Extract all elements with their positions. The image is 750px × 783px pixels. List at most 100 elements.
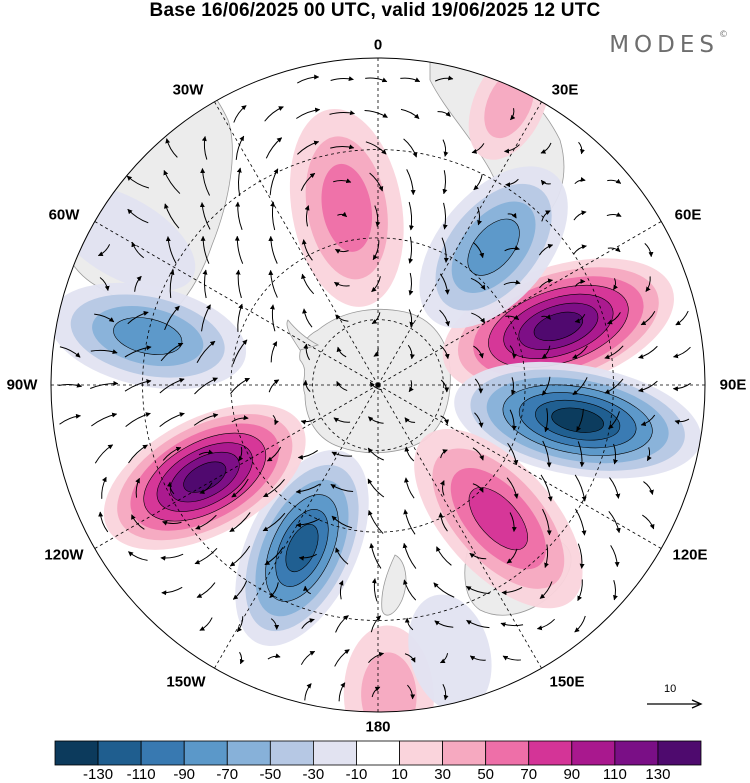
wind-arrow <box>335 314 349 322</box>
colorbar-swatch <box>356 740 400 766</box>
wind-arrow <box>439 309 451 327</box>
wind-arrow <box>404 653 416 663</box>
wind-arrow <box>644 243 654 258</box>
wind-arrow <box>97 244 111 257</box>
wind-arrow <box>507 442 519 466</box>
wind-arrow <box>403 477 415 499</box>
wind-arrow <box>541 376 551 396</box>
colorbar-swatch <box>226 740 271 766</box>
wind-arrow <box>330 144 355 150</box>
lon-label-90e: 90E <box>719 376 747 394</box>
wind-arrow <box>505 314 520 321</box>
wind-arrow <box>127 208 149 224</box>
wind-arrow <box>199 617 213 631</box>
wind-arrow <box>438 512 448 532</box>
wind-arrow <box>374 205 381 227</box>
lon-label-180: 180 <box>365 718 391 736</box>
wind-arrow <box>91 412 118 427</box>
wind-arrow <box>98 511 109 533</box>
wind-arrow <box>162 520 182 526</box>
colorbar-swatch <box>269 740 314 766</box>
wind-arrow <box>674 418 690 425</box>
wind-arrow <box>270 201 276 231</box>
colorbar-swatch <box>571 740 616 766</box>
wind-arrow <box>544 544 549 568</box>
logo-mark: © <box>719 30 728 40</box>
colorbar-tick-label: -10 <box>345 766 368 783</box>
wind-arrow <box>471 312 486 324</box>
wind-arrow <box>233 105 247 123</box>
wind-arrow <box>400 77 421 83</box>
wind-arrow <box>159 412 185 428</box>
wind-arrow <box>506 548 518 564</box>
wind-arrow <box>124 345 152 358</box>
wind-arrow <box>540 142 552 154</box>
wind-arrow <box>577 543 585 569</box>
wind-arrow <box>329 110 355 116</box>
modes-logo: MODES© <box>609 30 728 58</box>
wind-arrow <box>334 248 349 254</box>
wind-arrow <box>638 380 658 393</box>
colorbar-tick-label: -110 <box>126 766 156 783</box>
wind-arrow <box>267 653 281 660</box>
wind-arrow <box>300 172 316 191</box>
wind-arrow <box>638 345 658 359</box>
meridian-line <box>377 384 662 549</box>
wind-arrow <box>502 655 521 661</box>
wind-vectors <box>58 74 691 702</box>
wind-arrow <box>408 201 414 231</box>
wind-arrow <box>607 178 622 184</box>
wind-arrow <box>536 618 555 631</box>
wind-arrow <box>161 586 183 596</box>
lon-label-120e: 120E <box>672 546 708 564</box>
wind-arrow <box>301 618 315 629</box>
wind-arrow <box>232 580 248 600</box>
lon-label-150w: 150W <box>166 673 206 691</box>
colorbar-tick-label: -90 <box>173 766 196 783</box>
wind-arrow <box>235 135 245 160</box>
wind-arrow <box>466 619 490 629</box>
wind-arrow <box>237 303 243 332</box>
wind-arrow <box>442 202 448 230</box>
land-mass <box>299 308 451 454</box>
wind-arrow <box>501 587 523 596</box>
wind-arrow <box>298 553 317 561</box>
wind-arrow <box>330 484 354 493</box>
wind-arrow <box>472 483 484 493</box>
lon-label-150e: 150E <box>549 673 585 691</box>
wind-arrow <box>94 313 115 323</box>
colorbar-swatch <box>614 740 659 766</box>
wind-arrow <box>166 481 175 495</box>
wind-arrow <box>403 509 416 535</box>
wind-arrow <box>262 512 286 532</box>
wind-arrow <box>58 382 82 388</box>
wind-arrow <box>302 308 313 328</box>
colorbar-swatch <box>54 740 99 766</box>
wind-arrow <box>371 578 378 602</box>
wind-arrow <box>509 345 517 359</box>
wind-arrow <box>544 408 550 433</box>
wind-arrow <box>672 382 691 392</box>
wind-arrow <box>439 653 449 664</box>
wind-arrow <box>576 408 584 432</box>
wind-arrow <box>338 580 344 600</box>
lon-label-90w: 90W <box>6 376 38 394</box>
wind-arrow <box>505 178 519 188</box>
wind-arrow <box>372 240 380 261</box>
colorbar-tick-label: 130 <box>645 766 671 783</box>
colorbar-swatch <box>657 740 702 766</box>
wind-arrow <box>367 478 385 498</box>
wind-arrow <box>510 108 516 121</box>
colorbar-swatch <box>183 740 228 766</box>
wind-arrow <box>335 547 349 565</box>
wind-arrow <box>439 480 445 496</box>
wind-arrow <box>128 444 148 464</box>
colorbar-tick-label: 110 <box>602 766 627 783</box>
wind-arrow <box>574 615 586 633</box>
wind-arrow <box>194 547 218 565</box>
wind-arrow <box>404 446 415 462</box>
lon-label-120w: 120W <box>44 546 84 564</box>
colorbar-tick-label: 30 <box>434 766 451 783</box>
pole-marker <box>375 382 381 388</box>
